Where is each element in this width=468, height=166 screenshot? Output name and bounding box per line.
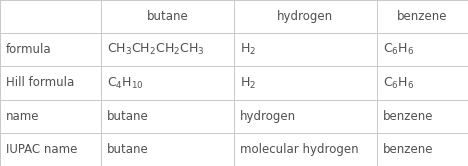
Text: benzene: benzene [397,10,447,23]
Text: hydrogen: hydrogen [240,110,296,123]
Text: formula: formula [6,43,51,56]
Text: $\mathregular{C_6H_6}$: $\mathregular{C_6H_6}$ [383,42,414,57]
Text: butane: butane [146,10,188,23]
Text: $\mathregular{C_6H_6}$: $\mathregular{C_6H_6}$ [383,76,414,90]
Text: butane: butane [107,110,148,123]
Text: hydrogen: hydrogen [278,10,333,23]
Text: $\mathregular{H_2}$: $\mathregular{H_2}$ [240,76,256,90]
Text: $\mathregular{H_2}$: $\mathregular{H_2}$ [240,42,256,57]
Text: Hill formula: Hill formula [6,77,74,89]
Text: $\mathregular{C_4H_{10}}$: $\mathregular{C_4H_{10}}$ [107,76,144,90]
Text: IUPAC name: IUPAC name [6,143,77,156]
Text: benzene: benzene [383,110,433,123]
Text: butane: butane [107,143,148,156]
Text: $\mathregular{CH_3CH_2CH_2CH_3}$: $\mathregular{CH_3CH_2CH_2CH_3}$ [107,42,205,57]
Text: molecular hydrogen: molecular hydrogen [240,143,358,156]
Text: name: name [6,110,39,123]
Text: benzene: benzene [383,143,433,156]
